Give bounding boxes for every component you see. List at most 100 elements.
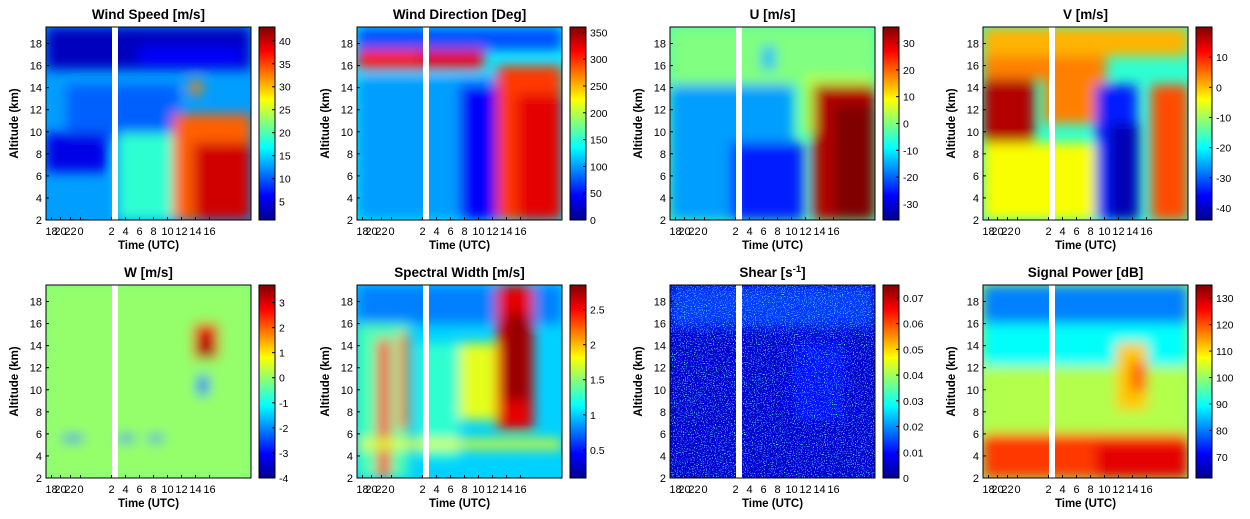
- x-tick-label: 14: [813, 484, 825, 496]
- panel-title: U [m/s]: [750, 7, 796, 22]
- colorbar-tick-label: -2: [279, 423, 288, 435]
- x-tick-label: 10: [472, 226, 484, 238]
- y-tick-label: 16: [967, 319, 979, 331]
- colorbar-tick-label: 10: [1216, 52, 1228, 64]
- x-tick-label: 12: [175, 484, 187, 496]
- colorbar-tick-label: 50: [590, 188, 602, 200]
- colorbar-tick-label: 0: [903, 119, 909, 131]
- colorbar-tick-label: 25: [279, 105, 291, 117]
- x-tick-label: 16: [1140, 226, 1152, 238]
- x-axis-label: Time (UTC): [429, 240, 490, 252]
- x-tick-label: 8: [461, 226, 467, 238]
- x-axis-label: Time (UTC): [118, 240, 179, 252]
- axes-box: [669, 284, 876, 479]
- y-tick-label: 10: [30, 127, 42, 139]
- colorbar-tick-label: -40: [1216, 203, 1231, 215]
- y-tick-label: 2: [660, 473, 666, 485]
- colorbar-tick-label: -30: [903, 199, 918, 211]
- colorbar-tick-label: 1.5: [590, 375, 605, 387]
- y-tick-label: 16: [30, 61, 42, 73]
- x-tick-label: 16: [827, 226, 839, 238]
- colorbar-tick-label: 110: [1216, 346, 1233, 358]
- colorbar-tick-label: 0.03: [903, 396, 924, 408]
- y-tick-label: 4: [347, 193, 353, 205]
- x-tick-label: 12: [175, 226, 187, 238]
- x-tick-label: 2: [1045, 484, 1051, 496]
- x-tick-label: 20: [365, 484, 377, 496]
- colorbar-tick-label: 3: [279, 298, 285, 310]
- colorbar-tick-label: 300: [590, 54, 608, 66]
- y-tick-label: 18: [967, 39, 979, 51]
- panel-title: V [m/s]: [1063, 7, 1108, 22]
- colorbar-tick-label: 0.06: [903, 319, 924, 331]
- colorbar-tick-label: 0: [279, 373, 285, 385]
- y-tick-label: 16: [30, 319, 42, 331]
- x-tick-label: 0: [77, 484, 83, 496]
- y-tick-label: 12: [341, 363, 353, 375]
- colorbar: [258, 284, 276, 479]
- y-tick-label: 8: [36, 407, 42, 419]
- y-tick-label: 16: [341, 319, 353, 331]
- panel-title: Signal Power [dB]: [1028, 265, 1144, 280]
- data-gap: [423, 26, 429, 221]
- x-tick-label: 8: [150, 484, 156, 496]
- y-tick-label: 6: [347, 171, 353, 183]
- y-tick-label: 8: [347, 407, 353, 419]
- x-tick-label: 12: [486, 484, 498, 496]
- panel-title: Wind Speed [m/s]: [92, 7, 205, 22]
- y-axis-label: Altitude (km): [9, 88, 21, 158]
- x-tick-label: 20: [365, 226, 377, 238]
- y-tick-label: 6: [36, 171, 42, 183]
- y-axis-label: Altitude (km): [320, 346, 332, 416]
- colorbar-tick-label: -20: [1216, 143, 1231, 155]
- x-tick-label: 2: [732, 226, 738, 238]
- heatmap-field: [46, 27, 251, 220]
- x-tick-label: 16: [1140, 484, 1152, 496]
- colorbar-tick-label: 20: [279, 128, 291, 140]
- panel-title: W [m/s]: [124, 265, 173, 280]
- heatmap-field: [46, 285, 251, 478]
- x-tick-label: 10: [785, 226, 797, 238]
- y-tick-label: 10: [654, 385, 666, 397]
- y-tick-label: 10: [341, 127, 353, 139]
- x-tick-label: 18: [356, 226, 368, 238]
- colorbar-tick-label: 0.07: [903, 293, 924, 305]
- x-tick-label: 20: [54, 484, 66, 496]
- y-tick-label: 6: [660, 171, 666, 183]
- x-tick-label: 14: [189, 484, 201, 496]
- colorbar-tick-label: 40: [279, 36, 291, 48]
- y-tick-label: 4: [973, 193, 979, 205]
- x-tick-label: 8: [1087, 226, 1093, 238]
- x-tick-label: 10: [161, 226, 173, 238]
- y-tick-label: 12: [341, 105, 353, 117]
- colorbar-tick-label: 5: [279, 197, 285, 209]
- x-tick-label: 2: [419, 484, 425, 496]
- x-tick-label: 6: [760, 484, 766, 496]
- colorbar-tick-label: 90: [1216, 399, 1228, 411]
- x-tick-label: 18: [356, 484, 368, 496]
- colorbar-tick-label: -3: [279, 448, 288, 460]
- x-tick-label: 6: [136, 484, 142, 496]
- colorbar-tick-label: 250: [590, 81, 608, 93]
- x-tick-label: 12: [1112, 484, 1124, 496]
- colorbar-tick-label: 30: [903, 38, 915, 50]
- y-tick-label: 4: [347, 451, 353, 463]
- y-tick-label: 16: [967, 61, 979, 73]
- y-tick-label: 10: [341, 385, 353, 397]
- colorbar-tick-label: 80: [1216, 425, 1228, 437]
- x-tick-label: 22: [1001, 484, 1013, 496]
- x-tick-label: 2: [1045, 226, 1051, 238]
- y-tick-label: 18: [967, 297, 979, 309]
- x-axis-label: Time (UTC): [1055, 240, 1116, 252]
- x-tick-label: 22: [1001, 226, 1013, 238]
- x-tick-label: 0: [388, 484, 394, 496]
- x-tick-label: 6: [447, 226, 453, 238]
- x-tick-label: 12: [799, 484, 811, 496]
- colorbar: [258, 26, 276, 221]
- x-tick-label: 22: [375, 226, 387, 238]
